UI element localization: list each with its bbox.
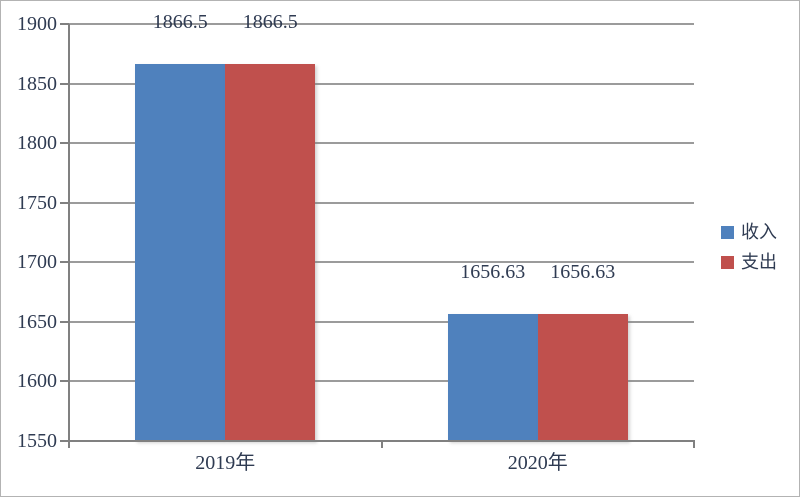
y-tick-label: 1900 (17, 13, 57, 35)
y-tick-label: 1850 (17, 72, 57, 95)
data-label: 1656.63 (460, 260, 526, 283)
y-axis-tick (60, 320, 69, 323)
legend-swatch-icon (721, 256, 734, 269)
legend-item-收入: 收入 (721, 222, 777, 243)
y-axis-tick (60, 201, 69, 204)
gridline (69, 82, 694, 85)
legend-swatch-icon (721, 226, 734, 239)
x-axis-tick (693, 441, 695, 448)
data-label: 1866.5 (242, 10, 298, 33)
y-axis (68, 24, 70, 441)
data-label: 1866.5 (152, 10, 208, 33)
x-category-label: 2020年 (507, 452, 568, 474)
gridline (69, 23, 694, 25)
y-tick-label: 1750 (17, 191, 57, 214)
bar-收入-2019年 (135, 63, 226, 441)
bar-支出-2020年 (537, 313, 628, 441)
y-axis-tick (60, 142, 69, 145)
x-axis-tick (68, 441, 70, 448)
data-label: 1656.63 (550, 260, 616, 283)
y-axis-tick (60, 440, 69, 442)
legend-label: 收入 (741, 222, 777, 242)
gridline (69, 201, 694, 204)
y-axis-tick (60, 261, 69, 264)
y-tick-label: 1800 (17, 132, 57, 155)
gridline (69, 380, 694, 383)
x-axis-tick (380, 441, 383, 448)
y-axis-tick (60, 23, 69, 25)
y-tick-label: 1550 (17, 430, 57, 452)
bar-收入-2020年 (447, 313, 538, 441)
y-tick-label: 1600 (17, 370, 57, 393)
legend: 收入 支出 (721, 222, 777, 273)
gridline (69, 142, 694, 145)
legend-label: 支出 (741, 252, 777, 272)
gridline (69, 261, 694, 264)
legend-item-支出: 支出 (721, 252, 777, 273)
y-axis-tick (60, 380, 69, 383)
gridline (69, 320, 694, 323)
y-tick-label: 1650 (17, 310, 57, 333)
y-tick-label: 1700 (17, 251, 57, 274)
x-category-label: 2019年 (195, 452, 256, 474)
bar-支出-2019年 (225, 63, 316, 441)
y-axis-tick (60, 82, 69, 85)
